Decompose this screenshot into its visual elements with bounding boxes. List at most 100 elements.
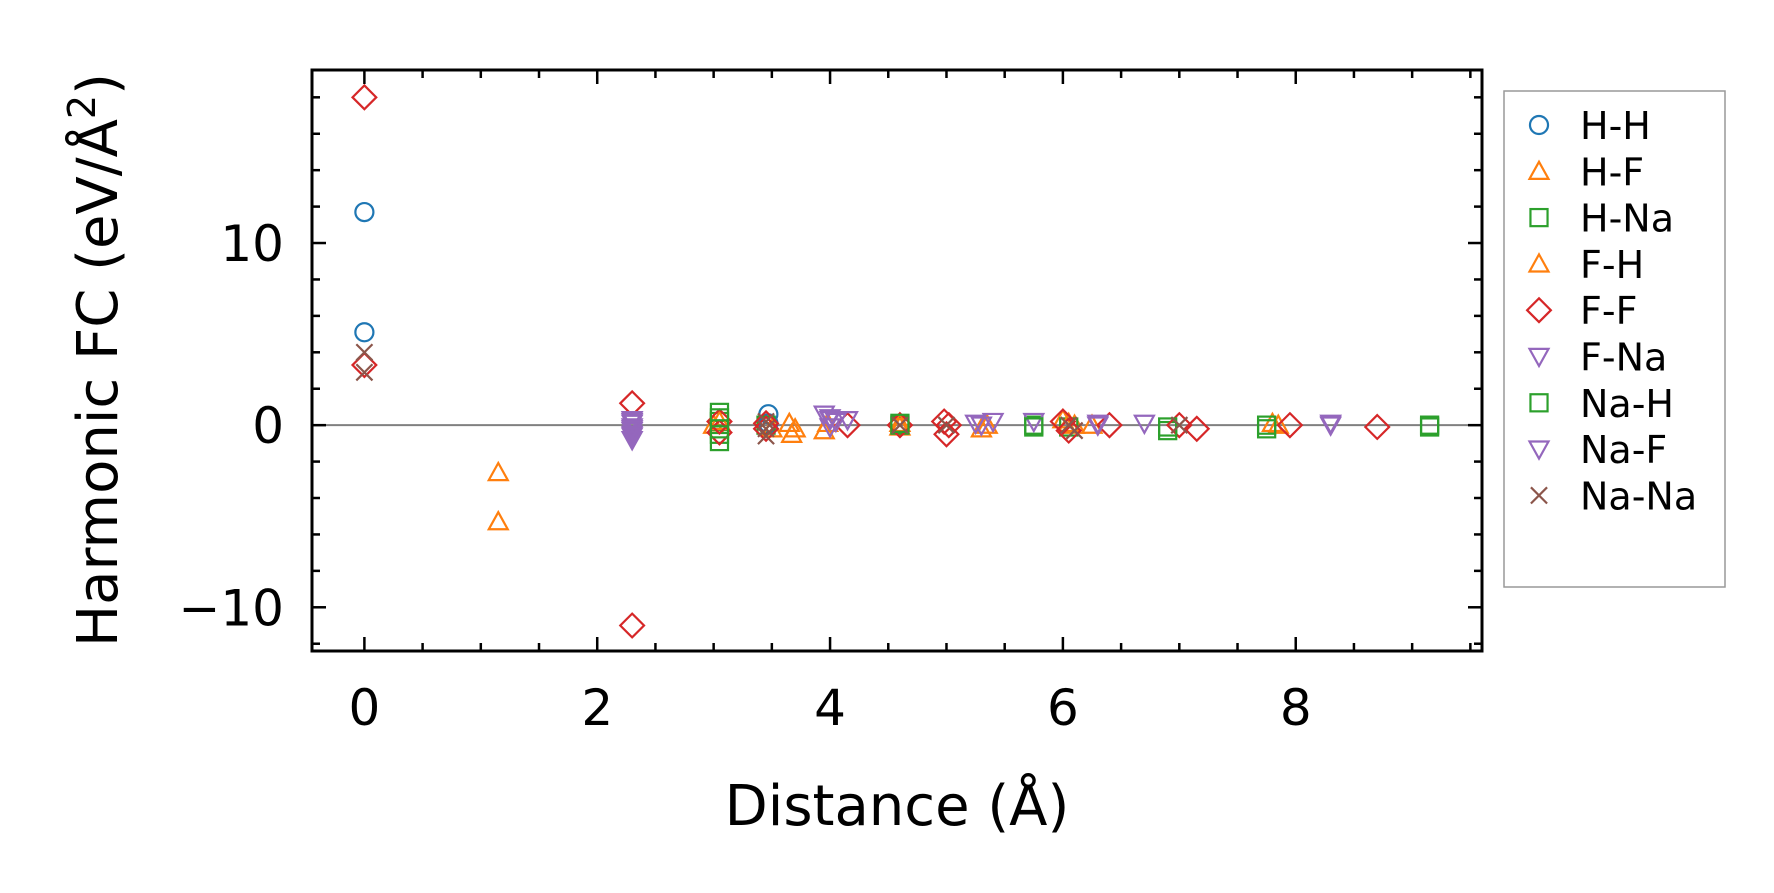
legend-entry-h-f: H-F — [1527, 150, 1644, 194]
legend-marker — [1530, 486, 1548, 505]
x-axis-label: Distance (Å) — [725, 773, 1070, 839]
data-point — [812, 405, 836, 426]
legend-label: F-Na — [1580, 336, 1667, 380]
data-point — [1319, 416, 1343, 437]
data-point — [757, 419, 775, 438]
data-point — [891, 416, 909, 435]
data-point — [818, 410, 842, 432]
data-point — [355, 363, 374, 382]
data-point — [1276, 411, 1304, 439]
data-point — [1183, 415, 1211, 443]
legend-marker — [1528, 114, 1550, 136]
data-point — [620, 427, 644, 448]
data-point — [486, 509, 510, 531]
legend-marker — [1529, 393, 1549, 413]
data-point — [354, 322, 375, 343]
legend-entry-h-na: H-Na — [1529, 197, 1674, 241]
data-point — [1419, 415, 1440, 435]
data-point — [1086, 416, 1110, 437]
data-point — [1266, 413, 1290, 434]
data-point — [757, 412, 775, 431]
legend-entry-h-h: H-H — [1528, 104, 1651, 148]
data-point — [937, 416, 956, 435]
legend-label: H-H — [1580, 104, 1651, 148]
legend-entry-na-f: Na-F — [1527, 428, 1667, 472]
data-point — [350, 83, 378, 111]
data-point — [1133, 414, 1156, 436]
data-point — [757, 427, 775, 445]
legend-entry-f-h: F-H — [1527, 243, 1644, 287]
legend-entry-f-f: F-F — [1525, 289, 1637, 333]
legend-entry-f-na: F-Na — [1527, 336, 1667, 380]
data-point — [1170, 416, 1189, 435]
legend-label: Na-F — [1580, 428, 1667, 472]
data-point — [970, 416, 993, 437]
series-na-f — [620, 410, 1343, 448]
data-point — [1096, 411, 1123, 439]
series-na-na — [355, 343, 1189, 445]
x-tick-label: 6 — [1047, 679, 1079, 737]
y-axis-label-close: ) — [66, 73, 131, 95]
x-tick-label: 4 — [814, 679, 846, 737]
legend-entry-na-na: Na-Na — [1530, 474, 1697, 518]
y-tick-label: 0 — [252, 397, 284, 455]
data-point — [355, 343, 374, 362]
data-point — [709, 431, 730, 452]
data-point — [1049, 408, 1077, 435]
legend-marker — [1527, 347, 1551, 369]
data-point — [620, 412, 644, 434]
data-point — [709, 408, 730, 428]
x-tick-label: 2 — [581, 679, 613, 737]
series-h-h — [354, 201, 779, 434]
data-point — [935, 411, 963, 439]
data-point — [964, 414, 987, 436]
y-tick-label: −10 — [178, 579, 284, 637]
legend-label: H-F — [1580, 150, 1644, 194]
x-tick-label: 0 — [348, 679, 380, 737]
legend-label: H-Na — [1580, 197, 1674, 241]
data-point — [783, 417, 807, 438]
data-point — [1024, 417, 1044, 437]
series-h-f — [486, 407, 1284, 531]
data-point — [1165, 411, 1193, 439]
legend-label: Na-H — [1580, 382, 1674, 426]
y-tick-label: 10 — [220, 215, 284, 273]
data-point — [709, 419, 730, 439]
data-point — [1256, 415, 1277, 435]
data-point — [1080, 413, 1104, 434]
data-point — [752, 415, 780, 443]
legend-frame — [1503, 90, 1726, 588]
data-point — [824, 412, 848, 434]
x-tick-label: 8 — [1280, 679, 1312, 737]
y-axis-label-main: Harmonic FC (eV/Å — [65, 119, 131, 647]
data-point — [1055, 417, 1083, 445]
legend-marker — [1527, 440, 1551, 461]
series-na-h — [709, 408, 1440, 439]
legend-label: F-F — [1580, 289, 1637, 333]
data-point — [1363, 413, 1391, 441]
data-point — [618, 612, 646, 639]
series-f-f — [350, 83, 1391, 639]
legend-marker — [1529, 207, 1549, 228]
data-point — [1261, 411, 1284, 433]
legend-label: Na-Na — [1580, 474, 1697, 518]
data-point — [486, 460, 510, 482]
legend-marker — [1527, 252, 1551, 273]
y-axis-label-exponent: 2 — [60, 95, 104, 119]
data-point — [975, 413, 999, 434]
legend-marker — [1527, 159, 1551, 180]
y-axis-label: Harmonic FC (eV/Å2) — [60, 73, 131, 647]
data-point — [1022, 412, 1046, 434]
data-point — [350, 351, 378, 379]
legend-entry-na-h: Na-H — [1529, 382, 1674, 426]
data-point — [620, 420, 644, 441]
data-point — [354, 201, 375, 223]
data-point — [1065, 421, 1084, 440]
plot-frame — [310, 68, 1484, 653]
data-point — [836, 410, 859, 432]
data-point — [890, 413, 910, 433]
data-point — [818, 418, 842, 439]
legend-marker — [1525, 296, 1553, 324]
